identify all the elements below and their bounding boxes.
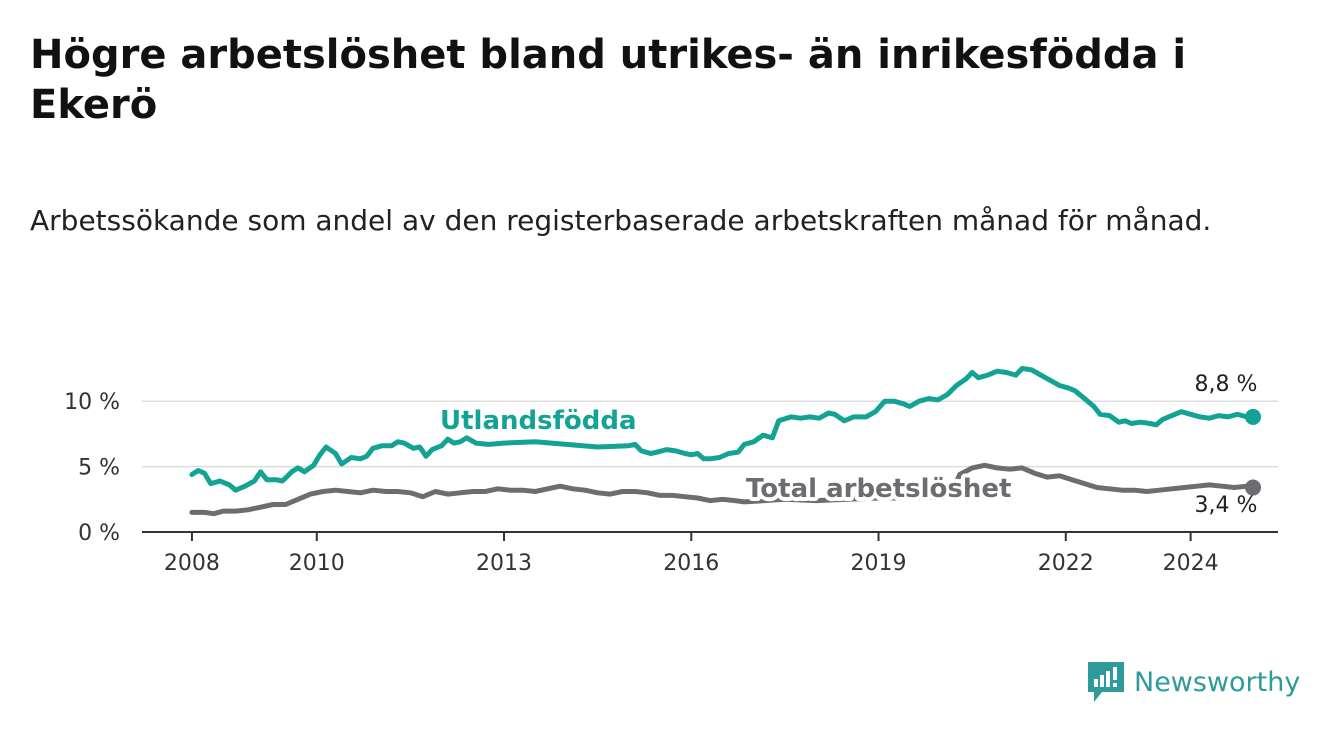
chart-subtitle: Arbetssökande som andel av den registerb… [30,204,1212,237]
end-label-total-arbetsloshet: 3,4 % [1195,493,1258,518]
series-label-utlandsfodda: Utlandsfödda [440,406,637,436]
line-chart: 0 % 5 % 10 % 2008 2010 2013 2016 2019 2022 2024 U… [64,366,1278,576]
series-lines [189,366,1262,517]
x-tick-label: 2013 [476,551,532,576]
y-tick-label: 0 % [78,521,120,546]
brand-name: Newsworthy [1134,666,1301,698]
series-end-point-1 [1245,479,1262,496]
chart-title: Högre arbetslöshet bland utrikes- än inr… [30,32,1187,128]
x-tick-label: 2024 [1163,551,1219,576]
x-tick-label: 2008 [164,551,220,576]
y-tick-label: 10 % [64,390,120,415]
x-tick-label: 2022 [1038,551,1094,576]
series-end-point-0 [1245,408,1262,425]
newsworthy-brand: Newsworthy [1088,660,1300,704]
x-tick-label: 2019 [851,551,907,576]
series-label-total-arbetsloshet: Total arbetslöshet [746,474,1011,504]
newsworthy-logo-icon [1088,662,1124,702]
x-tick-label: 2010 [289,551,345,576]
axes: 0 % 5 % 10 % 2008 2010 2013 2016 2019 2022 2024 [64,390,1278,576]
series-line-1-segment-0 [189,462,1256,517]
y-tick-label: 5 % [78,456,120,481]
end-label-utlandsfodda: 8,8 % [1195,372,1258,397]
series-labels: Utlandsfödda Total arbetslöshet 8,8 % 3,… [436,372,1258,518]
x-tick-label: 2016 [663,551,719,576]
series-line-0-segment-0 [189,366,1256,493]
